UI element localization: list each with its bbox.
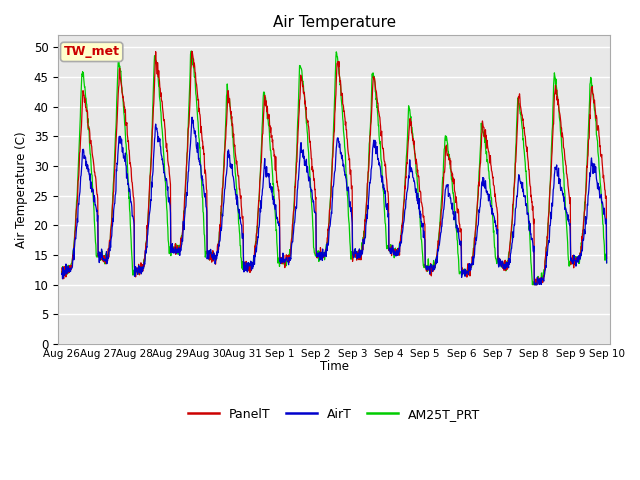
AirT [188, 114, 196, 120]
AirT [603, 260, 611, 266]
AirT [531, 282, 538, 288]
Y-axis label: Air Temperature (C): Air Temperature (C) [15, 132, 28, 248]
AirT [179, 232, 187, 238]
AM25T_PRT [539, 275, 547, 281]
AM25T_PRT [603, 260, 611, 265]
AirT [58, 271, 66, 277]
PanelT [539, 280, 547, 286]
Line: AirT: AirT [62, 117, 607, 285]
Text: TW_met: TW_met [63, 46, 120, 59]
AirT [419, 220, 427, 226]
PanelT [188, 48, 196, 54]
PanelT [179, 222, 187, 228]
AM25T_PRT [188, 48, 195, 54]
AM25T_PRT [490, 238, 498, 244]
X-axis label: Time: Time [320, 360, 349, 373]
AM25T_PRT [419, 259, 427, 264]
PanelT [490, 183, 498, 189]
Title: Air Temperature: Air Temperature [273, 15, 396, 30]
AM25T_PRT [529, 282, 536, 288]
PanelT [603, 255, 611, 261]
AirT [166, 201, 173, 206]
Line: PanelT: PanelT [62, 51, 607, 285]
PanelT [419, 213, 427, 219]
AirT [241, 267, 248, 273]
AirT [490, 214, 498, 220]
Legend: PanelT, AirT, AM25T_PRT: PanelT, AirT, AM25T_PRT [183, 403, 486, 426]
AM25T_PRT [166, 244, 173, 250]
PanelT [166, 174, 173, 180]
Line: AM25T_PRT: AM25T_PRT [62, 51, 607, 285]
AM25T_PRT [58, 269, 66, 275]
PanelT [531, 282, 538, 288]
AM25T_PRT [241, 264, 248, 269]
AM25T_PRT [179, 224, 187, 229]
PanelT [58, 265, 66, 271]
AirT [539, 277, 547, 283]
PanelT [241, 266, 248, 272]
